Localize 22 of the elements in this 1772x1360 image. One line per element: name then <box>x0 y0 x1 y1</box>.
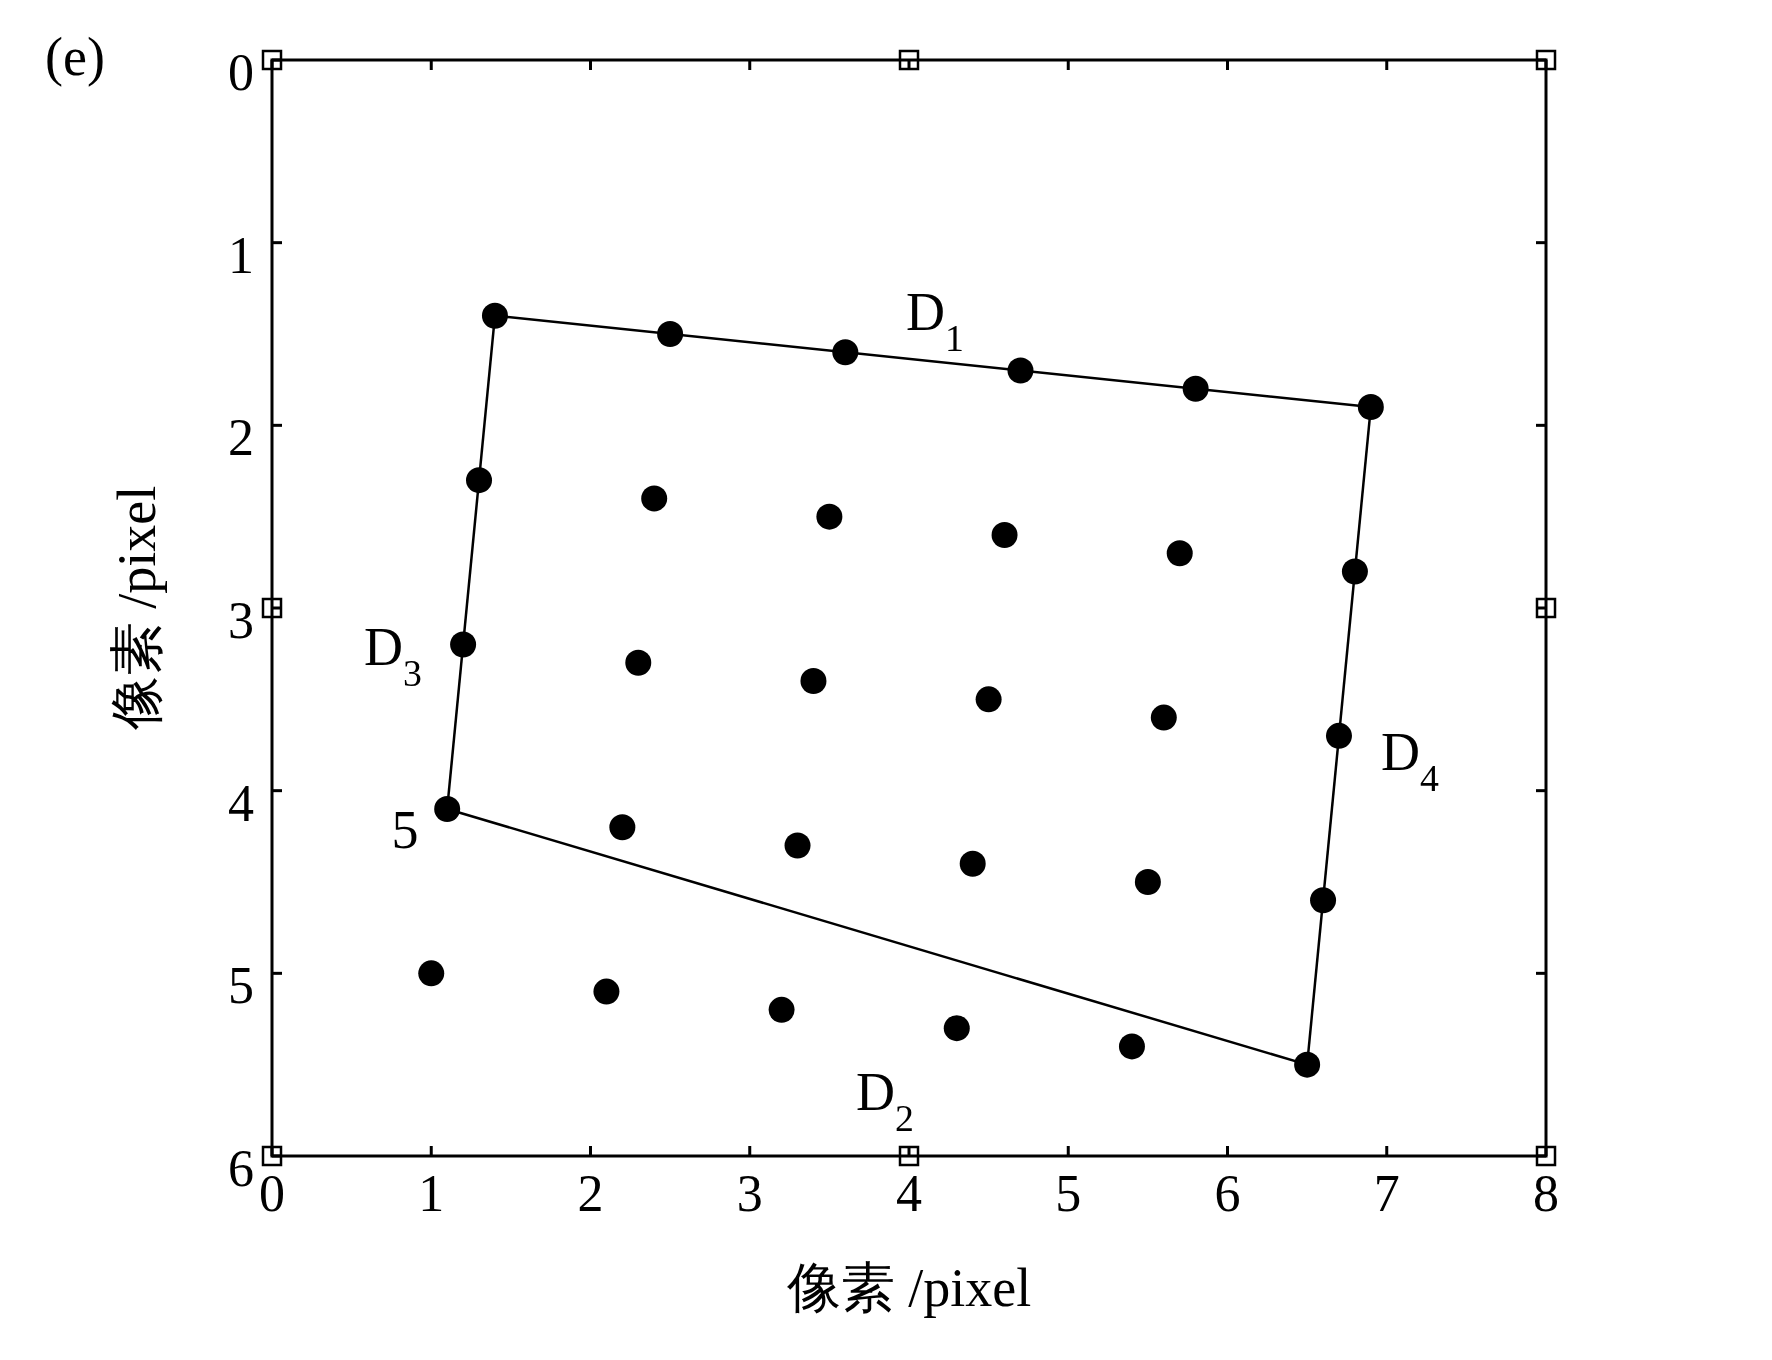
x-tick-label: 8 <box>1533 1165 1559 1222</box>
x-tick-label: 6 <box>1214 1165 1241 1222</box>
annotation: D$_{3}$ <box>364 617 422 694</box>
y-tick-label: 1 <box>228 226 254 284</box>
y-axis-title: 像素 /pixel <box>107 485 167 731</box>
x-tick-label: 1 <box>418 1165 445 1222</box>
annotation: D$_{2}$ <box>856 1062 914 1139</box>
y-tick-label: 4 <box>228 774 254 832</box>
x-tick-label: 5 <box>1055 1165 1082 1222</box>
y-tick-label: 0 <box>228 44 254 101</box>
x-tick-label: 7 <box>1373 1165 1400 1222</box>
annotation: 5 <box>391 800 419 860</box>
x-tick-label: 3 <box>736 1165 763 1222</box>
y-tick-label: 2 <box>228 409 254 467</box>
x-axis-title: 像素 /pixel <box>786 1258 1032 1318</box>
x-tick-label: 2 <box>577 1165 604 1222</box>
y-tick-label: 5 <box>228 957 254 1015</box>
annotation: D$_{1}$ <box>906 282 964 359</box>
text: (e) <box>45 27 105 87</box>
y-tick-label: 3 <box>228 592 254 649</box>
annotation: D$_{4}$ <box>1381 722 1440 799</box>
x-tick-label: 4 <box>896 1165 922 1222</box>
